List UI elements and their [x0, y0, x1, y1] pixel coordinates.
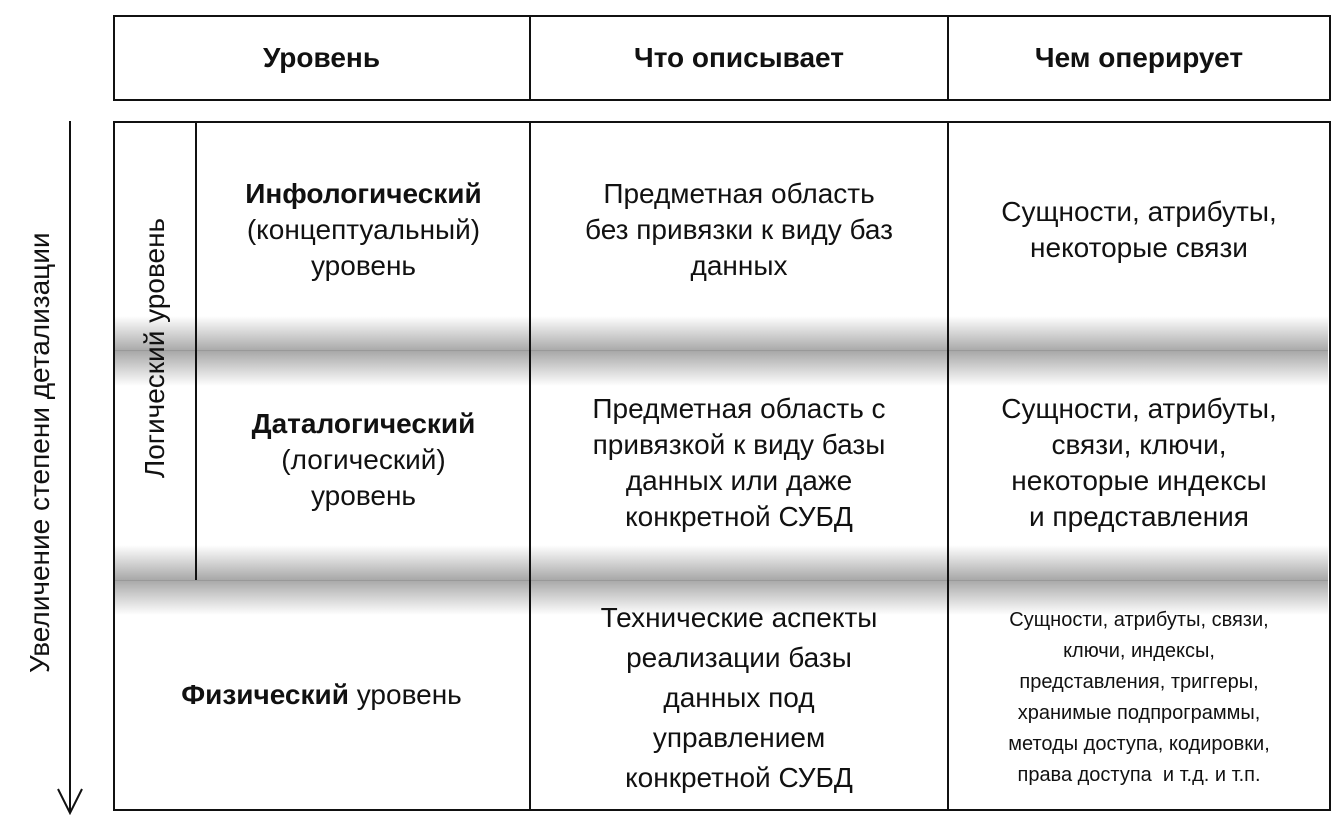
row-separator-shade: [115, 316, 1328, 386]
level-text: (логический): [281, 444, 446, 475]
level-text: уровень: [310, 250, 416, 281]
level-datalogical: Даталогический (логический) уровень: [197, 390, 530, 530]
operates-infological: Сущности, атрибуты, некоторые связи: [948, 170, 1330, 290]
levels-table: [113, 121, 1331, 811]
text-line: Предметная область: [603, 178, 875, 209]
text-line: данных или даже: [625, 464, 853, 496]
level-name: Инфологический: [245, 178, 482, 209]
describes-infological: Предметная область без привязки к виду б…: [530, 170, 948, 290]
divider: [529, 121, 531, 811]
divider: [529, 15, 531, 101]
operates-datalogical: Сущности, атрибуты, связи, ключи, некото…: [948, 375, 1330, 550]
text-line: привязкой к виду базы: [592, 428, 886, 460]
describes-datalogical: Предметная область с привязкой к виду ба…: [530, 375, 948, 550]
text-line: конкретной СУБД: [625, 761, 853, 793]
header-describes: Что описывает: [634, 41, 844, 73]
detail-arrow: [69, 121, 71, 813]
text-line: некоторые связи: [1030, 232, 1248, 263]
describes-physical: Технические аспекты реализации базы данн…: [530, 590, 948, 805]
text-line: Сущности, атрибуты, связи,: [1009, 608, 1269, 631]
level-physical: Физический уровень: [113, 675, 530, 715]
text-line: без привязки к виду баз: [584, 214, 894, 245]
divider: [947, 15, 949, 101]
row-separator: [115, 350, 1328, 351]
text-line: некоторые индексы: [1011, 464, 1267, 496]
detail-arrow-label: Увеличение степени детализации: [24, 232, 55, 673]
text-line: Технические аспекты: [600, 601, 878, 633]
divider: [947, 121, 949, 811]
text-line: конкретной СУБД: [625, 500, 853, 532]
operates-physical: Сущности, атрибуты, связи, ключи, индекс…: [948, 600, 1330, 795]
text-line: данных под: [663, 681, 815, 713]
level-text: (концептуальный): [246, 214, 481, 245]
text-line: Сущности, атрибуты,: [1001, 392, 1277, 424]
level-name: Физический: [181, 679, 349, 710]
header-level: Уровень: [262, 41, 381, 73]
text-line: хранимые подпрограммы,: [1017, 701, 1261, 724]
level-infological: Инфологический (концептуальный) уровень: [197, 170, 530, 290]
row-separator: [115, 580, 1328, 581]
text-line: ключи, индексы,: [1063, 639, 1215, 662]
text-line: управлением: [652, 721, 826, 753]
divider: [195, 121, 197, 580]
text-line: методы доступа, кодировки,: [1008, 732, 1270, 755]
text-line: и представления: [1029, 500, 1249, 532]
text-line: связи, ключи,: [1051, 428, 1227, 460]
text-line: реализации базы: [626, 641, 852, 673]
level-text: уровень: [348, 679, 462, 710]
text-line: данных: [690, 250, 788, 281]
level-name: Даталогический: [251, 408, 476, 439]
level-text: уровень: [310, 480, 416, 511]
logical-group-label: Логический уровень: [139, 217, 170, 479]
text-line: Сущности, атрибуты,: [1001, 196, 1277, 227]
text-line: Предметная область с: [592, 392, 886, 424]
text-line: права доступа и т.д. и т.п.: [1017, 763, 1261, 786]
header-operates: Чем оперирует: [1034, 41, 1244, 73]
header-table: [113, 15, 1331, 101]
arrow-head-icon: [57, 788, 83, 815]
text-line: представления, триггеры,: [1019, 670, 1259, 693]
